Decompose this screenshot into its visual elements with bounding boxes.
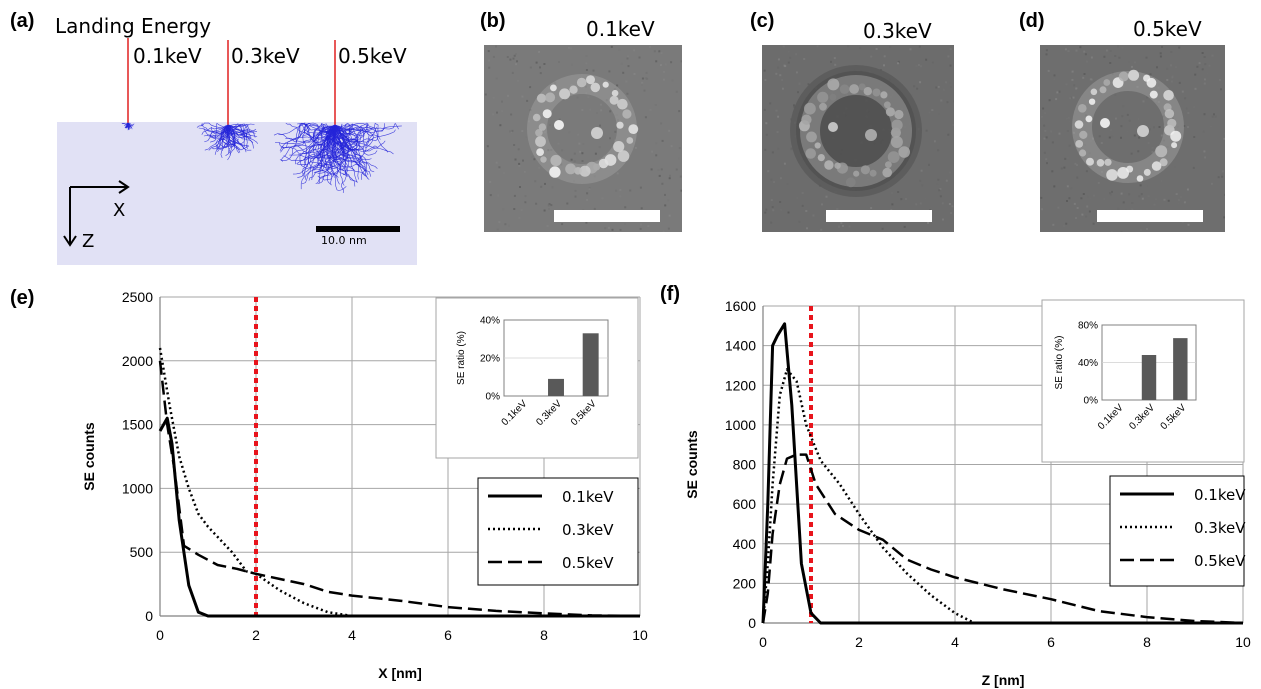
y-tick-label: 800 xyxy=(733,457,757,473)
y-tick-label: 1000 xyxy=(725,417,756,433)
legend-label: 0.5keV xyxy=(1194,552,1246,570)
y-tick-label: 1400 xyxy=(725,338,756,354)
y-axis-title: SE counts xyxy=(684,430,700,499)
series-line-0.3keV xyxy=(158,347,640,618)
x-axis-title: Z [nm] xyxy=(982,672,1025,688)
y-tick-label: 600 xyxy=(733,496,757,512)
x-tick-label: 0 xyxy=(759,634,767,650)
energy-label-0-3: 0.3keV xyxy=(231,44,300,68)
y-tick-label: 500 xyxy=(130,544,154,560)
inset-bar-0.3keV xyxy=(548,378,564,396)
x-tick-label: 6 xyxy=(444,627,452,643)
sem-d-label: 0.5keV xyxy=(1133,17,1202,41)
y-tick-label: 1600 xyxy=(725,298,756,314)
axis-z-label: Z xyxy=(82,231,95,252)
x-tick-label: 10 xyxy=(632,627,648,643)
panel-letter-b: (b) xyxy=(480,10,506,32)
legend-label: 0.3keV xyxy=(1194,519,1246,537)
y-tick-label: 200 xyxy=(733,575,757,591)
legend-label: 0.1keV xyxy=(562,488,614,506)
sem-b-label: 0.1keV xyxy=(586,17,655,41)
x-tick-label: 8 xyxy=(1143,634,1151,650)
x-tick-label: 0 xyxy=(156,627,164,643)
y-tick-label: 1200 xyxy=(725,377,756,393)
y-tick-label: 400 xyxy=(733,536,757,552)
inset-y-tick: 0% xyxy=(486,392,501,403)
sem-image-c xyxy=(762,45,954,232)
sem-image-d xyxy=(1040,45,1225,232)
landing-energy-title: Landing Energy xyxy=(55,14,212,38)
sem-image-b xyxy=(484,45,682,232)
legend-label: 0.3keV xyxy=(562,521,614,539)
sem-scale-bar xyxy=(826,210,932,222)
legend-label: 0.5keV xyxy=(562,554,614,572)
x-tick-label: 4 xyxy=(348,627,356,643)
panel-letter-f: (f) xyxy=(660,283,680,305)
inset-y-tick: 0% xyxy=(1084,396,1099,407)
scale-bar-label: 10.0 nm xyxy=(321,234,367,247)
x-axis-title: X [nm] xyxy=(378,665,422,681)
y-tick-label: 2000 xyxy=(122,353,153,369)
x-tick-label: 10 xyxy=(1235,634,1251,650)
series-line-0.5keV xyxy=(158,360,641,618)
chart-e: 0 500 1000 1500 2000 2500 0 2 4 6 8 10 X [nm] SE coun… xyxy=(81,289,648,681)
inset-y-tick: 20% xyxy=(480,354,500,365)
series-line-0.5keV xyxy=(761,453,1244,625)
inset-box xyxy=(435,297,639,459)
y-tick-label: 0 xyxy=(145,608,153,624)
y-axis-title: SE counts xyxy=(81,422,97,491)
sem-scale-bar xyxy=(554,210,660,222)
legend-box xyxy=(477,477,639,586)
energy-label-0-1: 0.1keV xyxy=(133,44,202,68)
inset-y-tick: 40% xyxy=(480,316,500,327)
x-tick-label: 4 xyxy=(951,634,959,650)
legend-label: 0.1keV xyxy=(1194,486,1246,504)
inset-bar-0.5keV xyxy=(582,333,599,396)
x-tick-label: 2 xyxy=(855,634,863,650)
panel-letter-a: (a) xyxy=(10,10,35,32)
y-tick-label: 1500 xyxy=(122,417,153,433)
axis-x-label: X xyxy=(113,200,126,221)
inset-bar-0.3keV xyxy=(1141,355,1157,400)
inset-y-tick: 40% xyxy=(1078,358,1098,369)
energy-label-0-5: 0.5keV xyxy=(338,44,407,68)
x-tick-label: 2 xyxy=(252,627,260,643)
scale-bar xyxy=(316,226,400,232)
sem-scale-bar xyxy=(1097,210,1203,222)
x-tick-label: 8 xyxy=(540,627,548,643)
x-tick-label: 6 xyxy=(1047,634,1055,650)
series-line-0.1keV xyxy=(158,416,640,618)
axis-arrows-icon xyxy=(63,180,130,247)
inset-bar-0.5keV xyxy=(1173,338,1188,400)
y-tick-label: 0 xyxy=(748,615,756,631)
panel-letter-d: (d) xyxy=(1019,10,1045,32)
inset-y-title: SE ratio (%) xyxy=(1054,336,1065,390)
monte-carlo-simulation-panel xyxy=(57,122,417,265)
monte-carlo-trajectories xyxy=(63,38,402,247)
y-tick-label: 1000 xyxy=(122,480,153,496)
panel-letter-e: (e) xyxy=(10,287,35,309)
chart-f: 0 200 400 600 800 1000 1200 1400 1600 0 2 4 6 8 10 Z [n… xyxy=(684,298,1251,688)
sem-c-label: 0.3keV xyxy=(863,19,932,43)
y-tick-label: 2500 xyxy=(122,289,153,305)
inset-y-tick: 80% xyxy=(1078,321,1098,332)
panel-letter-c: (c) xyxy=(750,10,775,32)
inset-y-title: SE ratio (%) xyxy=(456,331,467,385)
